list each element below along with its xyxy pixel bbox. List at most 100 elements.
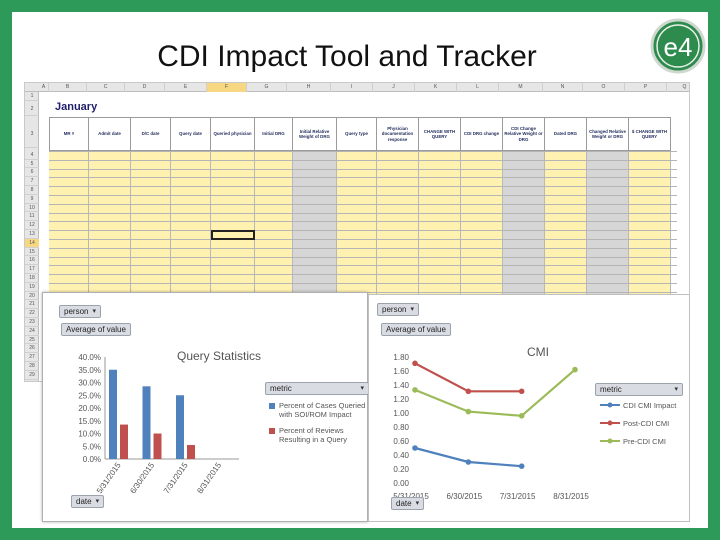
column-letter[interactable]: H	[287, 83, 331, 92]
row-number[interactable]: 17	[25, 265, 39, 274]
column-letter[interactable]: A	[39, 83, 49, 92]
column-header[interactable]: Initial DRG	[255, 117, 293, 151]
column-letter[interactable]: O	[583, 83, 625, 92]
date-axis-button[interactable]: date ▾	[71, 495, 105, 508]
column-header[interactable]: Query date	[171, 117, 211, 151]
y-tick-label: 1.00	[393, 409, 409, 418]
data-point	[518, 413, 525, 419]
date-axis-button[interactable]: date ▾	[391, 497, 425, 510]
metric-legend-button[interactable]: metric ▾	[265, 382, 369, 395]
column-header[interactable]: Changed Relative Weight or DRG	[587, 117, 629, 151]
column-header[interactable]: MR #	[49, 117, 89, 151]
legend-item-post-cdi-cmi: Post-CDI CMI	[623, 419, 670, 428]
column-letter[interactable]: N	[543, 83, 583, 92]
column-letter[interactable]: M	[499, 83, 543, 92]
row-number[interactable]: 20	[25, 292, 39, 301]
y-tick-label: 0.40	[393, 451, 409, 460]
column-header[interactable]: CDI DRG change	[461, 117, 503, 151]
logo-text: e4	[664, 32, 693, 62]
column-letter[interactable]: K	[415, 83, 457, 92]
slide-title: CDI Impact Tool and Tracker	[157, 40, 537, 73]
column-letter[interactable]: J	[373, 83, 415, 92]
y-tick-label: 0.60	[393, 437, 409, 446]
row-number[interactable]: 28	[25, 362, 39, 371]
column-letter[interactable]: E	[165, 83, 207, 92]
column-header[interactable]: Initial Relative Weight of DRG	[293, 117, 337, 151]
row-number[interactable]: 29	[25, 371, 39, 380]
legend-item-pre-cdi-cmi: Pre-CDI CMI	[623, 437, 666, 446]
row-number[interactable]: 19	[25, 283, 39, 292]
row-number[interactable]: 18	[25, 274, 39, 283]
row-number[interactable]: 15	[25, 248, 39, 257]
cmi-chart: 0.00 0.20 0.40 0.60 0.80 1.00 1.20 1.40 1.60 1.80…	[393, 353, 589, 501]
column-header[interactable]: Query type	[337, 117, 377, 151]
y-tick-label: 25.0%	[78, 391, 101, 400]
average-of-value-button[interactable]: Average of value	[381, 323, 451, 336]
row-number[interactable]: 6	[25, 168, 39, 178]
row-gridline	[49, 265, 677, 267]
person-filter-button[interactable]: person ▾	[59, 305, 101, 318]
row-number[interactable]: 12	[25, 221, 39, 230]
column-letter[interactable]: P	[625, 83, 667, 92]
column-letter[interactable]: C	[87, 83, 125, 92]
data-point	[465, 388, 472, 395]
filter-dropdown-icon: ▾	[410, 306, 414, 313]
query-statistics-pivot-chart[interactable]: person ▾ Average of value Query Statistic…	[42, 292, 369, 522]
legend-swatch-red	[269, 428, 275, 434]
column-letter[interactable]: I	[331, 83, 373, 92]
row-number[interactable]: 14	[25, 238, 39, 248]
e4-logo-icon: e4	[650, 18, 706, 74]
column-header[interactable]: Admit date	[89, 117, 131, 151]
row-gridline	[49, 247, 677, 249]
row-number[interactable]: 24	[25, 327, 39, 336]
metric-legend-button[interactable]: metric ▾	[595, 383, 683, 396]
column-header[interactable]: Physician documentation response	[377, 117, 419, 151]
row-number[interactable]: 4	[25, 151, 39, 160]
column-header[interactable]: CHANGE WITH QUERY	[419, 117, 461, 151]
row-number[interactable]: 22	[25, 309, 39, 318]
x-tick-label: 8/31/2015	[553, 492, 589, 501]
column-header[interactable]: D/C date	[131, 117, 171, 151]
row-number[interactable]: 5	[25, 160, 39, 169]
column-letter[interactable]: G	[247, 83, 287, 92]
row-number[interactable]: 16	[25, 256, 39, 266]
row-number[interactable]: 3	[25, 120, 39, 148]
row-number[interactable]: 21	[25, 300, 39, 310]
column-letter[interactable]: D	[125, 83, 165, 92]
row-gridline	[49, 195, 677, 196]
row-number[interactable]: 25	[25, 336, 39, 345]
row-gridline	[49, 283, 677, 284]
row-number[interactable]: 13	[25, 230, 39, 239]
y-tick-label: 35.0%	[78, 366, 101, 375]
column-header[interactable]: CDI Change Relative Weight or DRG	[503, 117, 545, 151]
column-letter[interactable]: Q	[667, 83, 689, 92]
row-number[interactable]: 2	[25, 102, 39, 116]
row-number[interactable]: 27	[25, 353, 39, 362]
row-number[interactable]: 8	[25, 186, 39, 195]
row-number[interactable]: 11	[25, 212, 39, 222]
cmi-pivot-chart[interactable]: person ▾ Average of value CMI 0.00 0.20 0.4…	[368, 294, 690, 522]
person-filter-button[interactable]: person ▾	[377, 303, 419, 316]
column-header[interactable]: Dated DRG	[545, 117, 587, 151]
row-gridline	[49, 159, 677, 161]
row-number[interactable]: 10	[25, 204, 39, 213]
row-number[interactable]: 7	[25, 177, 39, 186]
column-letter[interactable]: F	[207, 83, 247, 92]
average-of-value-button[interactable]: Average of value	[61, 323, 131, 336]
person-filter-label: person	[64, 307, 89, 316]
row-number[interactable]: 23	[25, 318, 39, 327]
column-letter[interactable]: B	[49, 83, 87, 92]
row-number[interactable]: 9	[25, 195, 39, 204]
x-tick-label: 7/31/2015	[162, 461, 190, 496]
row-number[interactable]: 1	[25, 92, 39, 101]
column-header[interactable]: Queried physician	[211, 117, 255, 151]
column-header[interactable]: $ CHANGE WITH QUERY	[629, 117, 671, 151]
query-statistics-chart: 0.0% 5.0% 10.0% 15.0% 20.0% 25.0% 30.0% 35.0% 40…	[78, 353, 239, 496]
selected-cell[interactable]	[211, 230, 255, 240]
row-number[interactable]: 26	[25, 344, 39, 354]
metric-label: metric	[270, 384, 292, 393]
row-gridline	[49, 203, 677, 205]
column-letter[interactable]: L	[457, 83, 499, 92]
data-point	[572, 366, 578, 373]
